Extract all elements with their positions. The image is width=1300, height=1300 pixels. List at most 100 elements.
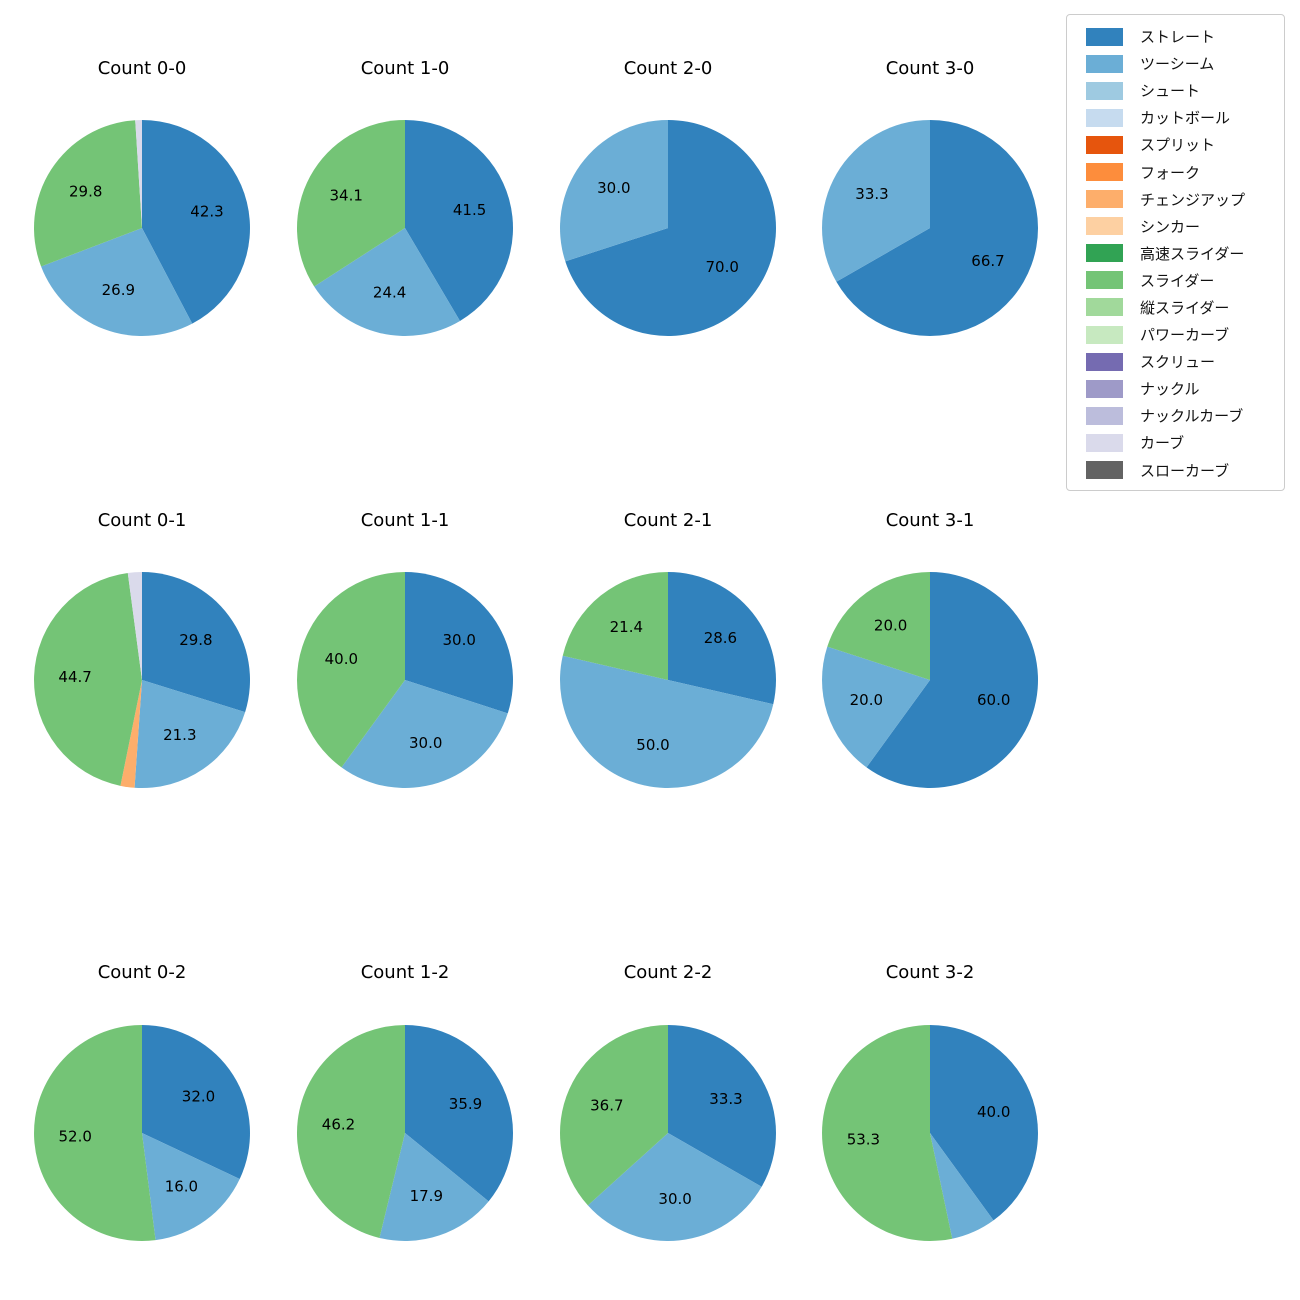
legend-swatch [1086,163,1123,182]
subplot-title: Count 3-1 [885,510,975,531]
slice-label: 21.3 [163,726,196,744]
legend-item: ナックル [1077,375,1274,402]
pie-chart: 41.5 24.4 34.1 [297,120,514,337]
slice-label: 33.3 [855,185,888,203]
legend-swatch [1086,298,1123,317]
slice-label: 70.0 [705,258,738,276]
slice-label: 20.0 [874,616,907,634]
legend-item: 縦スライダー [1077,294,1274,321]
slice-label: 52.0 [58,1128,91,1146]
pie-chart: 33.3 30.0 36.7 [560,1025,776,1241]
slice-label: 30.0 [409,734,442,752]
slice-label: 34.1 [329,186,362,204]
legend-swatch [1086,406,1123,425]
legend-swatch [1086,108,1123,127]
slice-label: 30.0 [597,179,630,197]
pie-slice-ツーシーム [379,1133,489,1242]
legend-item: ストレート [1077,23,1274,50]
legend-swatch [1086,190,1123,209]
pie-slice-ツーシーム [559,655,774,789]
pie-slice-ツーシーム [560,120,668,262]
pie-slice-スライダー [822,1025,953,1241]
pie-slice-ストレート [866,572,1039,788]
subplot-title: Count 3-2 [885,962,975,983]
pie-slice-ストレート [142,572,251,713]
legend-swatch [1086,461,1123,480]
slice-label: 66.7 [971,252,1004,270]
legend-swatch [1086,271,1123,290]
legend-item: スプリット [1077,131,1274,158]
pie-slice-ストレート [142,120,250,324]
pie-slice-ストレート [405,120,514,321]
slice-label: 33.3 [709,1090,742,1108]
legend-swatch [1086,135,1123,154]
legend-label: 縦スライダー [1140,298,1230,317]
pie-chart: 40.0 53.3 [822,1025,1038,1241]
pie-slice-ツーシーム [341,680,508,788]
pie-slice-ストレート [405,1025,514,1202]
pie-slice-ストレート [836,119,1039,336]
legend-item: カットボール [1077,104,1274,131]
legend-label: スライダー [1140,271,1215,290]
pie-chart: 42.3 26.9 29.8 [33,119,250,336]
legend-swatch [1086,27,1123,46]
legend-items: ストレート ツーシーム シュート カットボール スプリット フォーク チェンジアップ シンカー… [1077,23,1274,484]
legend-label: パワーカーブ [1140,326,1230,345]
pie-slice-スライダー [562,572,668,680]
slice-label: 60.0 [977,691,1010,709]
slice-label: 16.0 [165,1178,198,1196]
slice-label: 17.9 [410,1187,443,1205]
legend-label: フォーク [1140,163,1201,182]
legend-item: スクリュー [1077,348,1274,375]
subplot-title: Count 3-0 [885,58,975,79]
slice-label: 29.8 [69,182,102,200]
pie-slice-ストレート [668,572,777,705]
pie-slice-ストレート [142,1025,250,1179]
pie-slice-ツーシーム [822,646,930,768]
legend-label: カットボール [1140,109,1231,128]
pie-slice-スライダー [296,1025,405,1238]
legend-item: 高速スライダー [1077,240,1274,267]
legend-item: チェンジアップ [1077,186,1274,213]
legend-item: フォーク [1077,158,1274,185]
legend-label: ナックルカーブ [1140,407,1244,426]
legend-item: ツーシーム [1077,50,1274,77]
pie-slice-スライダー [560,1025,668,1206]
pie-slice-ツーシーム [142,1133,240,1241]
legend-swatch [1086,81,1123,100]
legend-swatch [1086,379,1123,398]
pie-slice-ツーシーム [41,228,193,336]
slice-label: 46.2 [322,1116,355,1134]
slice-label: 35.9 [449,1095,482,1113]
slice-label: 32.0 [182,1088,215,1106]
pie-slice-ストレート [565,120,777,336]
legend-label: ナックル [1140,380,1200,399]
legend-label: ストレート [1140,28,1216,47]
pie-slice-ストレート [930,1025,1038,1221]
legend-swatch [1086,433,1123,452]
pie-slice-チェンジアップ [120,680,142,788]
pie-chart: 29.8 21.3 44.7 [34,572,251,788]
pie-chart: 66.7 33.3 [822,119,1039,336]
slice-label: 42.3 [190,203,223,221]
slice-label: 30.0 [658,1190,691,1208]
legend-item: パワーカーブ [1077,321,1274,348]
legend-label: スローカーブ [1140,461,1230,480]
legend: ストレート ツーシーム シュート カットボール スプリット フォーク チェンジアップ シンカー… [1066,14,1285,491]
pie-slice-スライダー [34,572,142,786]
slice-label: 28.6 [704,629,737,647]
pie-slice-ストレート [405,572,513,714]
subplot-title: Count 1-1 [360,510,450,531]
legend-item: スライダー [1077,267,1274,294]
slice-label: 53.3 [847,1130,880,1148]
pie-slice-ストレート [668,1025,776,1187]
pie-slice-スライダー [33,120,142,267]
slice-label: 24.4 [373,284,406,302]
legend-swatch [1086,217,1123,236]
slice-label: 40.0 [325,650,358,668]
legend-item: シンカー [1077,213,1274,240]
pie-slice-ツーシーム [587,1133,762,1241]
legend-item: ナックルカーブ [1077,402,1274,429]
legend-swatch [1086,244,1123,263]
